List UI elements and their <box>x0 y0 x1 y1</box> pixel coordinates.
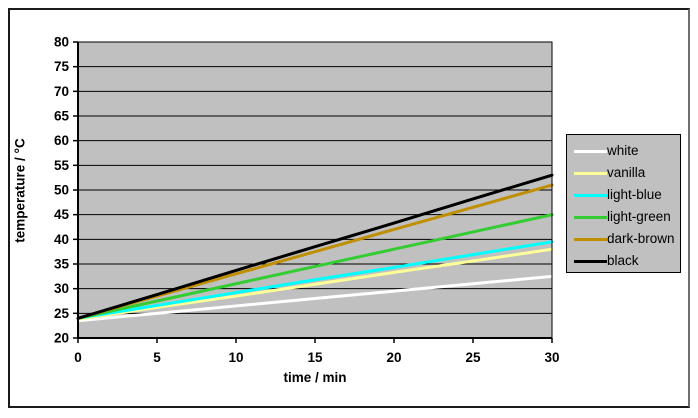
xtick-label-25: 25 <box>465 350 481 365</box>
legend-item-light-blue: light-blue <box>574 184 680 206</box>
legend-label-vanilla: vanilla <box>607 165 646 181</box>
legend-swatch-white <box>574 149 607 153</box>
legend: white vanilla light-blue light-green dark-br… <box>566 134 681 273</box>
legend-item-black: black <box>574 250 680 272</box>
xtick-label-20: 20 <box>386 350 401 365</box>
legend-swatch-black <box>574 259 607 263</box>
legend-item-vanilla: vanilla <box>574 162 680 184</box>
xtick-label-30: 30 <box>544 350 559 365</box>
legend-item-light-green: light-green <box>574 206 680 228</box>
legend-label-dark-brown: dark-brown <box>607 231 675 247</box>
legend-label-light-green: light-green <box>607 209 671 225</box>
series-line-black <box>76 173 554 320</box>
ytick-label-30: 30 <box>54 281 69 296</box>
legend-label-black: black <box>607 253 639 269</box>
legend-swatch-dark-brown <box>574 237 607 241</box>
ytick-label-55: 55 <box>54 158 70 173</box>
xtick-label-5: 5 <box>153 350 161 365</box>
ytick-label-25: 25 <box>54 306 70 321</box>
ytick-label-65: 65 <box>54 109 70 124</box>
xtick-label-0: 0 <box>74 350 82 365</box>
x-axis-title: time / min <box>283 370 347 385</box>
ytick-label-50: 50 <box>54 183 69 198</box>
legend-item-dark-brown: dark-brown <box>574 228 680 250</box>
legend-swatch-light-blue <box>574 193 607 197</box>
legend-swatch-vanilla <box>574 171 607 175</box>
ytick-label-45: 45 <box>54 207 70 222</box>
legend-swatch-light-green <box>574 215 607 219</box>
ytick-label-80: 80 <box>54 35 69 50</box>
series-line-white <box>76 274 554 323</box>
legend-label-light-blue: light-blue <box>607 187 662 203</box>
ytick-label-35: 35 <box>54 257 70 272</box>
ytick-label-60: 60 <box>54 133 69 148</box>
xtick-label-15: 15 <box>307 350 323 365</box>
series-line-light-green <box>76 213 554 320</box>
legend-item-white: white <box>574 140 680 162</box>
y-axis-title: temperature / °C <box>12 138 28 243</box>
series-line-light-blue <box>76 240 554 320</box>
ytick-label-20: 20 <box>54 331 69 346</box>
ytick-label-75: 75 <box>54 59 70 74</box>
ytick-label-70: 70 <box>54 84 69 99</box>
legend-label-white: white <box>607 143 639 159</box>
ytick-label-40: 40 <box>54 232 69 247</box>
xtick-label-10: 10 <box>228 350 243 365</box>
series-line-vanilla <box>76 247 554 321</box>
